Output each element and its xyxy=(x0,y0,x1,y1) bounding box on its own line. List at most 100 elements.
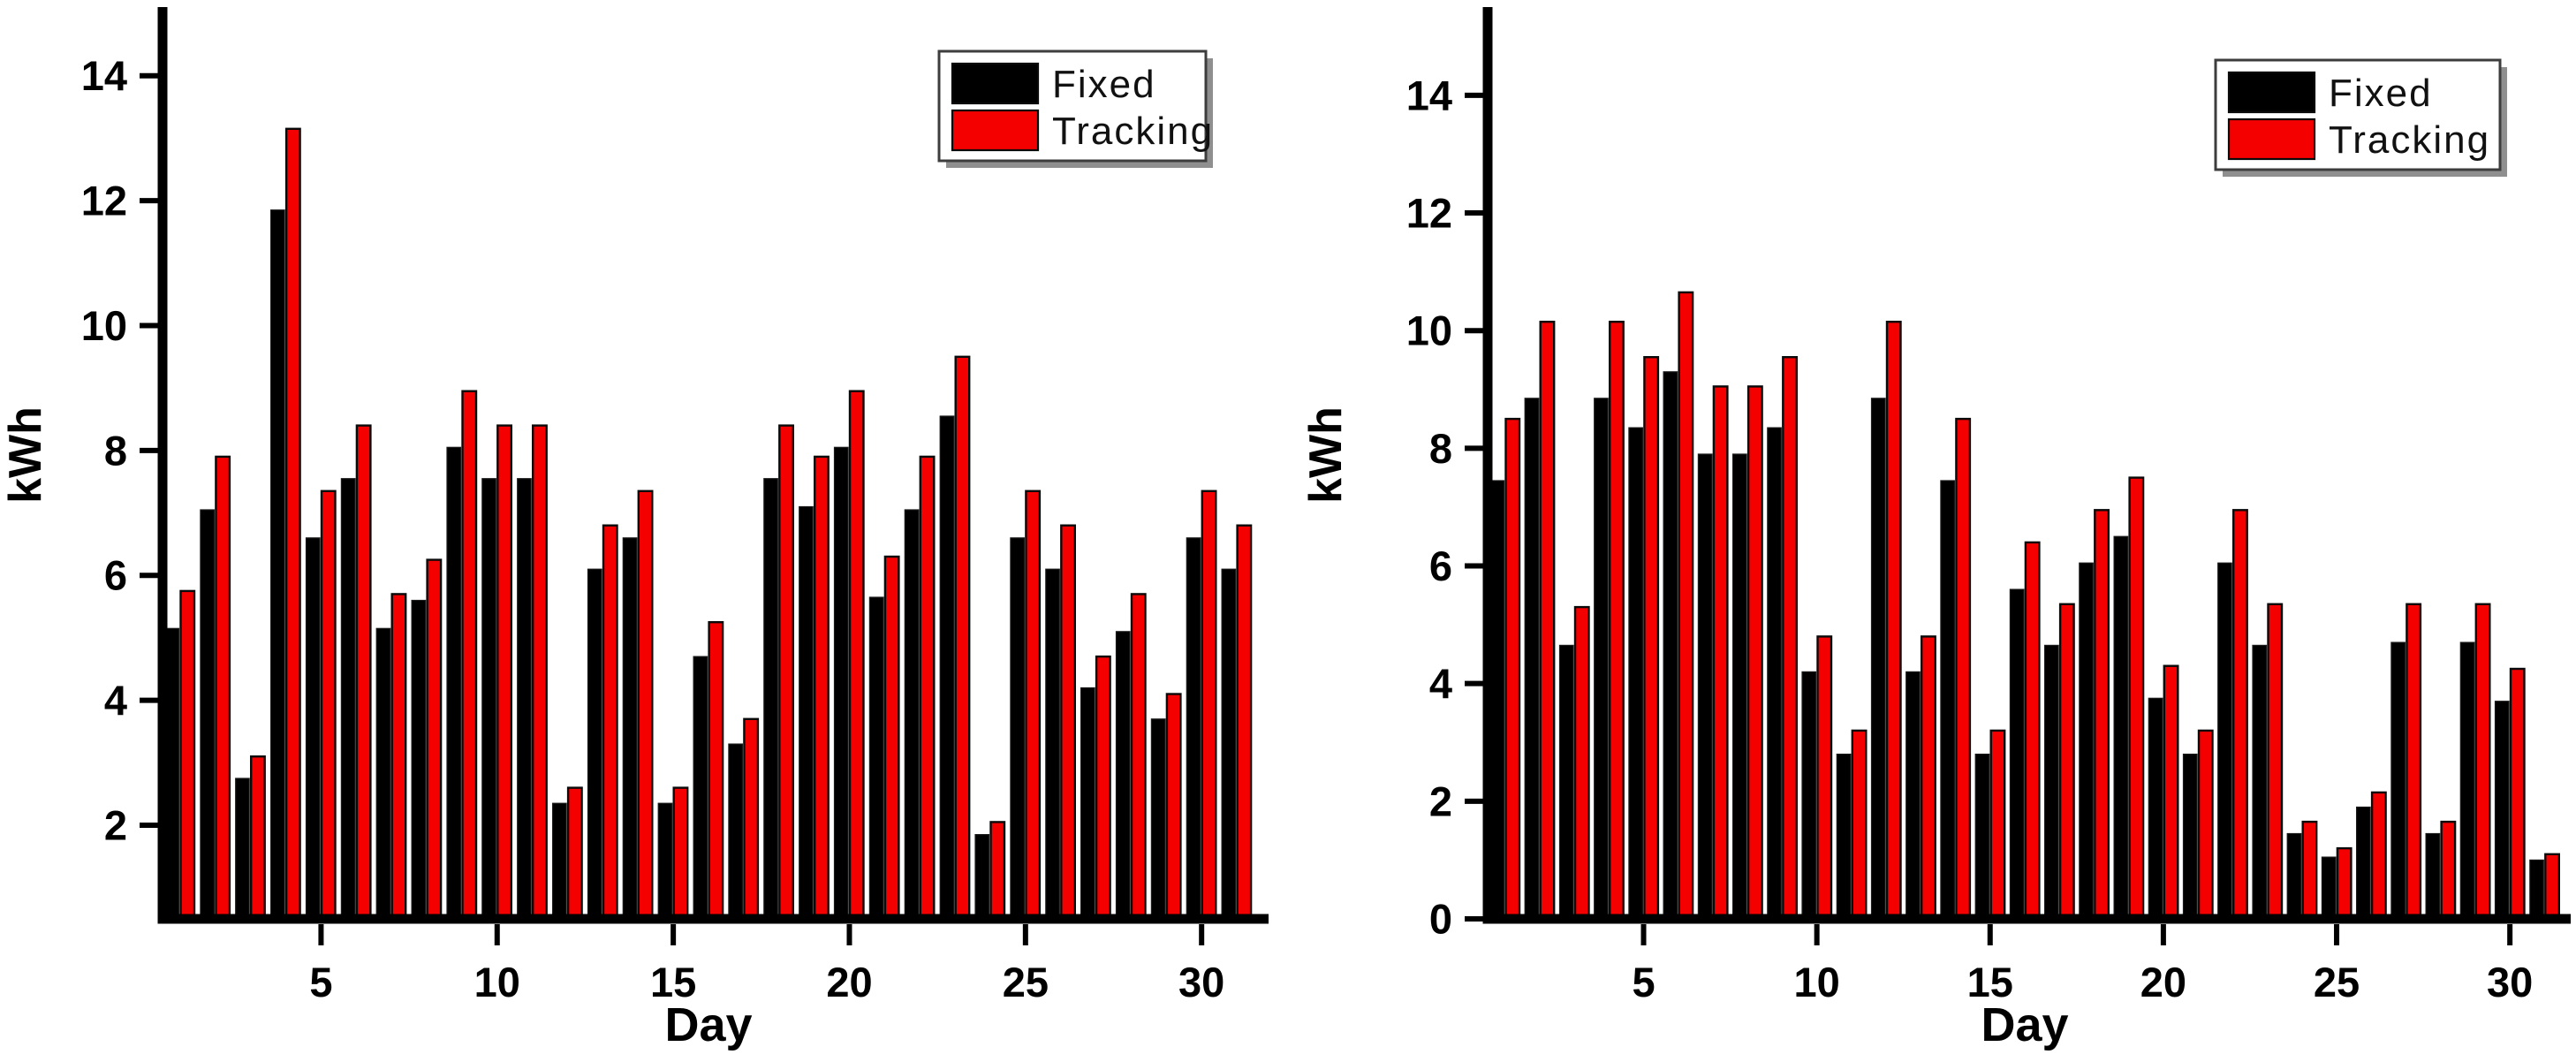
right-chart-bars xyxy=(1489,291,2561,924)
bar-tracking-day-21 xyxy=(883,555,900,924)
y-tick-label: 8 xyxy=(1429,425,1452,472)
right-chart-axes: 0 2 4 6 8 10 12 14 5 10 15 20 25 30 xyxy=(1406,7,2571,1005)
x-tick-label: 15 xyxy=(1967,959,2013,1005)
bar-tracking-day-9 xyxy=(1782,356,1798,924)
bar-tracking-day-23 xyxy=(2267,603,2284,924)
bar-tracking-day-13 xyxy=(1921,635,1936,924)
bar-fixed-day-7 xyxy=(1697,453,1713,923)
bar-tracking-day-3 xyxy=(250,755,266,924)
bar-fixed-day-27 xyxy=(2390,641,2406,923)
bar-fixed-day-28 xyxy=(1115,631,1131,923)
bar-tracking-day-22 xyxy=(2231,509,2248,924)
x-tick-label: 30 xyxy=(1178,959,1224,1005)
bar-tracking-day-29 xyxy=(2474,603,2491,924)
bar-tracking-day-7 xyxy=(1712,385,1729,924)
bar-tracking-day-28 xyxy=(2440,820,2457,924)
bar-fixed-day-31 xyxy=(2529,859,2544,923)
legend-swatch-fixed xyxy=(951,62,1040,105)
bar-fixed-day-24 xyxy=(974,833,990,923)
left-chart-axes: 2 4 6 8 10 12 14 5 10 15 20 25 30 xyxy=(81,7,1269,1005)
bar-tracking-day-5 xyxy=(320,489,337,924)
bar-fixed-day-14 xyxy=(1940,480,1956,923)
bar-fixed-day-6 xyxy=(1663,371,1678,923)
bar-tracking-day-1 xyxy=(1504,417,1521,924)
bar-fixed-day-20 xyxy=(2148,697,2163,923)
y-tick-label: 2 xyxy=(1429,778,1452,824)
legend-label-fixed: Fixed xyxy=(2329,72,2433,115)
bar-fixed-day-2 xyxy=(200,509,215,923)
y-tick-label: 4 xyxy=(104,677,127,724)
bar-tracking-day-2 xyxy=(215,455,231,924)
y-axis-title: kWh xyxy=(1300,406,1352,504)
x-tick-label: 20 xyxy=(826,959,872,1005)
bar-tracking-day-22 xyxy=(919,455,936,924)
bar-tracking-day-14 xyxy=(637,489,654,924)
bar-tracking-day-10 xyxy=(496,424,512,924)
y-tick-label: 12 xyxy=(1406,189,1452,236)
bar-fixed-day-25 xyxy=(2321,856,2337,923)
bar-fixed-day-12 xyxy=(1870,398,1886,923)
bar-tracking-day-13 xyxy=(602,524,618,924)
bar-fixed-day-17 xyxy=(728,743,744,923)
bar-fixed-day-28 xyxy=(2425,832,2441,923)
bar-fixed-day-21 xyxy=(2182,753,2198,923)
bar-fixed-day-2 xyxy=(1524,398,1540,923)
bar-fixed-day-21 xyxy=(868,596,884,923)
bar-tracking-day-6 xyxy=(1678,291,1694,924)
bar-tracking-day-30 xyxy=(2509,667,2526,924)
legend-label-tracking: Tracking xyxy=(2329,118,2490,162)
bar-tracking-day-25 xyxy=(1025,489,1042,924)
x-axis-title: Day xyxy=(1981,998,2068,1051)
x-tick-label: 5 xyxy=(309,959,332,1005)
bar-fixed-day-24 xyxy=(2286,832,2302,923)
x-tick-label: 5 xyxy=(1632,959,1655,1005)
x-tick-label: 20 xyxy=(2140,959,2186,1005)
bar-tracking-day-18 xyxy=(778,424,794,924)
bar-fixed-day-10 xyxy=(1801,671,1817,923)
x-tick-label: 10 xyxy=(474,959,520,1005)
bar-fixed-day-29 xyxy=(2459,641,2475,923)
bar-tracking-day-20 xyxy=(2163,664,2179,924)
bar-fixed-day-15 xyxy=(1974,753,1990,923)
bar-tracking-day-3 xyxy=(1573,605,1590,924)
bar-tracking-day-24 xyxy=(2301,820,2318,924)
bar-tracking-day-27 xyxy=(1095,655,1111,924)
bar-fixed-day-16 xyxy=(693,656,708,923)
bar-fixed-day-10 xyxy=(481,478,496,923)
bar-fixed-day-3 xyxy=(235,778,250,923)
bar-tracking-day-21 xyxy=(2197,729,2214,924)
bar-tracking-day-30 xyxy=(1201,489,1217,924)
x-axis-title: Day xyxy=(664,998,752,1051)
bar-tracking-day-31 xyxy=(1236,524,1253,924)
bar-fixed-day-11 xyxy=(1836,753,1852,923)
bar-fixed-day-13 xyxy=(587,568,602,923)
bar-tracking-day-25 xyxy=(2336,846,2352,924)
x-tick-label: 10 xyxy=(1794,959,1840,1005)
y-tick-label: 14 xyxy=(81,52,127,99)
bar-tracking-day-5 xyxy=(1643,356,1660,924)
bar-fixed-day-20 xyxy=(833,446,849,923)
bar-fixed-day-18 xyxy=(763,478,778,923)
bar-tracking-day-16 xyxy=(2024,541,2041,924)
bar-fixed-day-22 xyxy=(2217,562,2232,923)
bar-fixed-day-17 xyxy=(2043,644,2059,923)
bar-fixed-day-5 xyxy=(1628,427,1643,923)
bar-fixed-day-6 xyxy=(340,478,356,923)
bar-fixed-day-4 xyxy=(1594,398,1609,923)
bar-fixed-day-29 xyxy=(1150,718,1166,923)
bar-tracking-day-8 xyxy=(426,558,443,924)
bar-fixed-day-23 xyxy=(939,415,955,923)
bar-fixed-day-22 xyxy=(904,509,920,923)
y-tick-label: 12 xyxy=(81,178,127,224)
legend-swatch-tracking xyxy=(2227,118,2316,161)
y-tick-label: 0 xyxy=(1429,895,1452,942)
bar-fixed-day-15 xyxy=(657,802,673,923)
y-tick-label: 14 xyxy=(1406,72,1452,118)
bar-tracking-day-4 xyxy=(1609,321,1625,924)
bar-tracking-day-19 xyxy=(814,455,830,924)
left-chart-panel: 2 4 6 8 10 12 14 5 10 15 20 25 30 kWh Day Fixed Tracking xyxy=(0,7,1269,1051)
legend-label-fixed: Fixed xyxy=(1052,63,1156,106)
